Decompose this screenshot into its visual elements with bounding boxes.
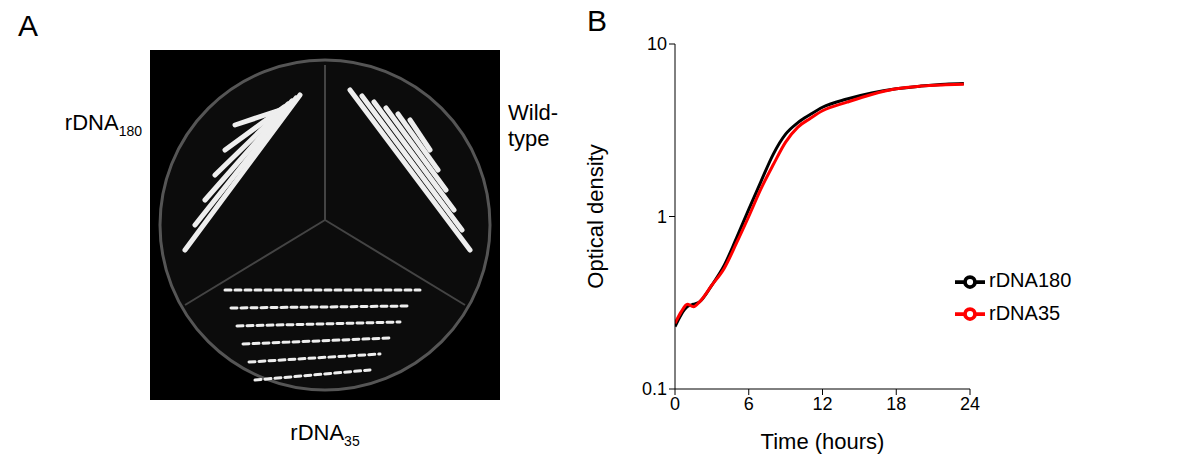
svg-text:A: A [18, 9, 38, 42]
svg-text:18: 18 [886, 394, 906, 414]
svg-text:Optical density: Optical density [583, 144, 608, 288]
svg-text:0: 0 [670, 394, 680, 414]
svg-text:6: 6 [744, 394, 754, 414]
svg-text:Wild-type: Wild-type [508, 100, 558, 151]
html-text:B: B [587, 4, 607, 37]
svg-text:rDNA180: rDNA180 [65, 110, 142, 139]
svg-text:10: 10 [647, 34, 667, 54]
svg-text:Time (hours): Time (hours) [761, 429, 885, 454]
svg-text:24: 24 [960, 394, 980, 414]
html-text:rDNA35: rDNA35 [989, 301, 1061, 324]
svg-text:rDNA35: rDNA35 [290, 420, 360, 449]
svg-text:0.1: 0.1 [642, 379, 667, 399]
svg-text:12: 12 [812, 394, 832, 414]
svg-text:1: 1 [657, 207, 667, 227]
html-text:rDNA180: rDNA180 [989, 269, 1072, 291]
